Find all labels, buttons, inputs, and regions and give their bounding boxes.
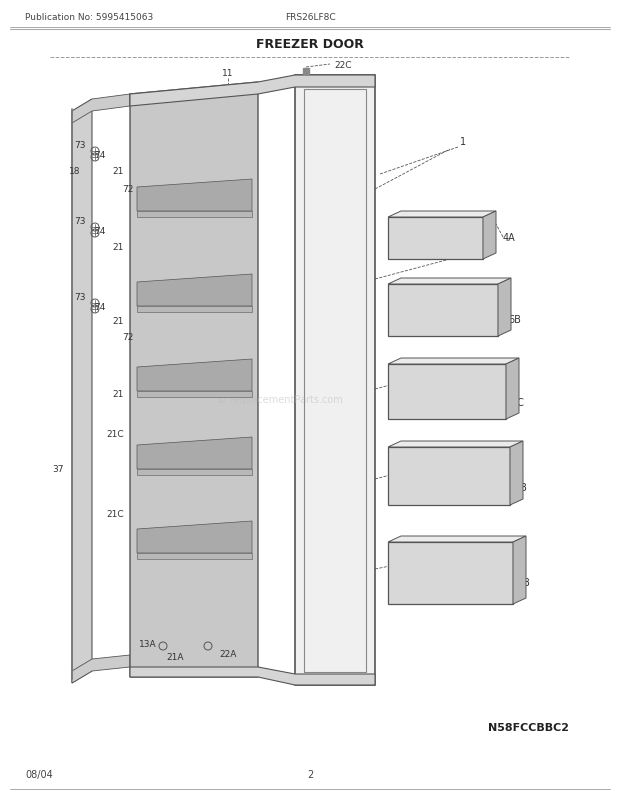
Polygon shape [130, 83, 258, 677]
Polygon shape [137, 359, 252, 391]
Text: Publication No: 5995415063: Publication No: 5995415063 [25, 14, 153, 22]
Text: 21A: 21A [166, 653, 184, 662]
Text: 2: 2 [307, 769, 313, 779]
Polygon shape [130, 76, 375, 107]
Polygon shape [137, 437, 252, 469]
Polygon shape [513, 537, 526, 604]
Text: 18: 18 [69, 168, 81, 176]
Polygon shape [137, 391, 252, 398]
Polygon shape [137, 180, 252, 212]
Text: 72: 72 [122, 185, 134, 194]
Text: 22A: 22A [219, 650, 237, 658]
Text: 73: 73 [74, 294, 86, 302]
Polygon shape [388, 537, 526, 542]
Polygon shape [137, 212, 252, 217]
Text: N58FCCBBC2: N58FCCBBC2 [488, 722, 569, 732]
Text: 08/04: 08/04 [25, 769, 53, 779]
Polygon shape [295, 76, 375, 685]
Text: 22C: 22C [334, 60, 352, 70]
Text: © ReplacementParts.com: © ReplacementParts.com [217, 395, 343, 404]
Text: 21: 21 [112, 168, 123, 176]
Polygon shape [137, 521, 252, 553]
Text: 21: 21 [112, 317, 123, 326]
Polygon shape [137, 469, 252, 476]
Polygon shape [388, 285, 498, 337]
Polygon shape [72, 100, 92, 683]
Text: 74: 74 [94, 303, 105, 312]
Text: FREEZER DOOR: FREEZER DOOR [256, 38, 364, 51]
Text: 1: 1 [460, 137, 466, 147]
Polygon shape [388, 441, 523, 448]
Polygon shape [137, 274, 252, 306]
Polygon shape [388, 448, 510, 505]
Text: 11: 11 [222, 70, 234, 79]
Text: 21: 21 [112, 243, 123, 252]
Text: 37: 37 [52, 465, 64, 474]
Text: 4B: 4B [515, 482, 528, 492]
Polygon shape [72, 655, 130, 683]
Polygon shape [137, 553, 252, 559]
Polygon shape [388, 212, 496, 217]
Polygon shape [510, 441, 523, 505]
Text: 73: 73 [74, 140, 86, 149]
Text: 74: 74 [94, 227, 105, 237]
Text: 74: 74 [94, 150, 105, 160]
Text: 21: 21 [112, 390, 123, 399]
Polygon shape [388, 365, 506, 419]
Polygon shape [506, 358, 519, 419]
Text: 6B: 6B [508, 314, 521, 325]
Polygon shape [388, 217, 483, 260]
Text: 13A: 13A [139, 640, 157, 649]
Text: FRS26LF8C: FRS26LF8C [285, 14, 335, 22]
Polygon shape [72, 95, 130, 124]
Polygon shape [483, 212, 496, 260]
Text: 72: 72 [122, 333, 134, 342]
Polygon shape [498, 278, 511, 337]
Text: 4A: 4A [503, 233, 516, 243]
Polygon shape [137, 306, 252, 313]
Polygon shape [388, 358, 519, 365]
Polygon shape [130, 667, 375, 685]
Text: 21C: 21C [106, 430, 124, 439]
Text: 4B: 4B [518, 577, 531, 587]
Polygon shape [388, 542, 513, 604]
Text: 4C: 4C [512, 398, 525, 407]
Text: 73: 73 [74, 217, 86, 226]
Text: 21C: 21C [106, 510, 124, 519]
Polygon shape [388, 278, 511, 285]
